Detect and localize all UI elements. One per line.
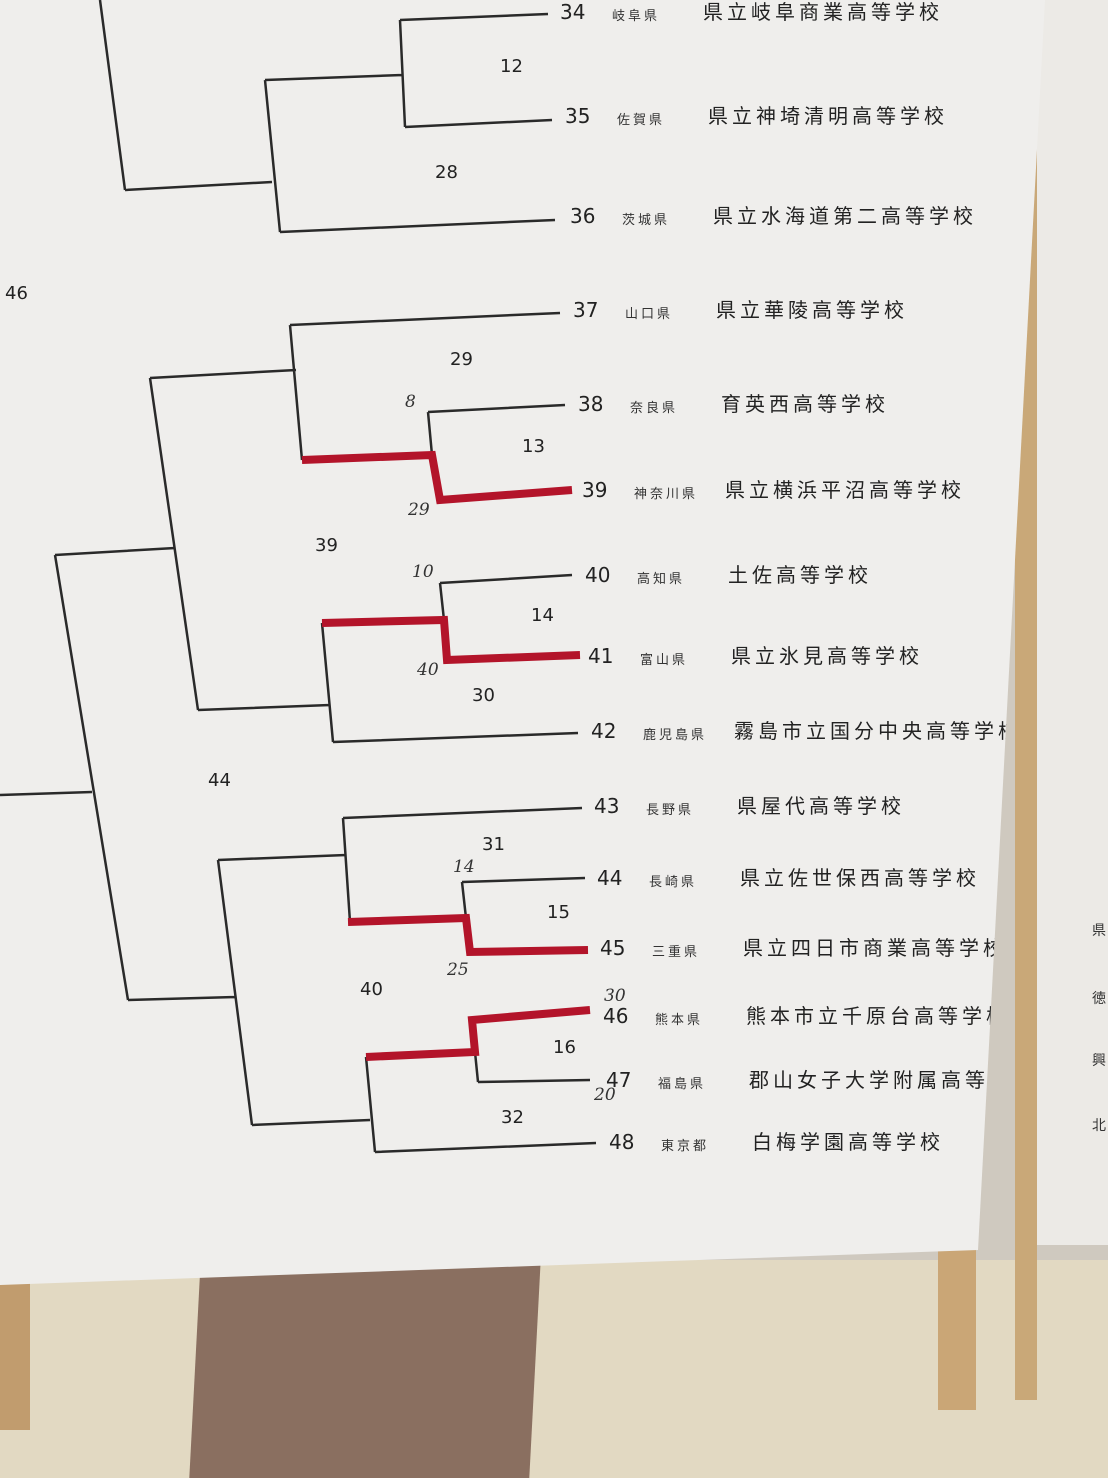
- bracket-line: [54, 377, 579, 744]
- handwritten-score: 25: [447, 960, 469, 980]
- entry-number: 47: [606, 1068, 632, 1092]
- handwritten-score: 14: [453, 857, 475, 877]
- entry-school: 白梅学園高等学校: [752, 1130, 944, 1154]
- entry-school: 県立神埼清明高等学校: [708, 104, 948, 128]
- handwritten-score: 8: [405, 392, 416, 412]
- adjacent-board-text: 県: [1092, 923, 1106, 939]
- match-number: 31: [482, 834, 505, 855]
- entry-school: 県立横浜平沼高等学校: [725, 478, 965, 502]
- entry-prefecture: 高知県: [637, 572, 686, 587]
- entry-school: 郡山女子大学附属高等学校: [749, 1068, 1037, 1092]
- match-number: 40: [360, 979, 383, 1000]
- match-number: 15: [547, 902, 570, 923]
- match-number: 29: [450, 349, 473, 370]
- adjacent-board-text: 興: [1092, 1053, 1106, 1069]
- match-number: 30: [472, 685, 495, 706]
- wooden-leg-left: [0, 1280, 30, 1430]
- entry-school: 県立水海道第二高等学校: [713, 204, 977, 228]
- entry-prefecture: 福島県: [658, 1077, 707, 1092]
- entry-prefecture: 長崎県: [649, 875, 698, 890]
- match-number: 13: [522, 436, 545, 457]
- wooden-leg: [938, 1250, 976, 1410]
- handwritten-score: 40: [417, 660, 439, 680]
- tournament-bracket-board: 34 岐阜県 県立岐阜商業高等学校 35 佐賀県 県立神埼清明高等学校 36 茨城県…: [0, 0, 1045, 1285]
- adjacent-board-text: 徳: [1092, 991, 1106, 1007]
- bracket-line: [0, 554, 597, 1154]
- bracket-lines: [0, 0, 597, 1154]
- entry-number: 42: [591, 719, 617, 743]
- winner-tape: [347, 913, 589, 957]
- match-number: 44: [208, 770, 231, 791]
- entry-prefecture: 東京都: [661, 1139, 710, 1154]
- entry-prefecture: 鹿児島県: [643, 728, 708, 743]
- entry-number: 43: [594, 794, 620, 818]
- entry-prefecture: 茨城県: [622, 213, 671, 228]
- entry-school: 県立華陵高等学校: [716, 298, 908, 322]
- entry-number: 45: [600, 936, 626, 960]
- handwritten-score: 30: [604, 986, 626, 1006]
- entry-number: 37: [573, 298, 599, 322]
- entry-prefecture: 山口県: [625, 307, 674, 322]
- entry-prefecture: 熊本県: [655, 1013, 704, 1028]
- entry-school: 県屋代高等学校: [737, 794, 905, 818]
- entry-prefecture: 長野県: [646, 803, 695, 818]
- bracket-line: [149, 311, 566, 461]
- entry-number: 41: [588, 644, 614, 668]
- match-number: 14: [531, 605, 554, 626]
- match-number: 16: [553, 1037, 576, 1058]
- entry-school: 県立岐阜商業高等学校: [703, 0, 943, 24]
- floor-stripe: [189, 1260, 541, 1478]
- entry-number: 40: [585, 563, 611, 587]
- entry-school: 熊本市立千原台高等学校: [746, 1004, 1010, 1028]
- handwritten-score: 29: [408, 500, 430, 520]
- entry-prefecture: 神奈川県: [634, 487, 699, 502]
- entry-number: 36: [570, 204, 596, 228]
- entry-school: 霧島市立国分中央高等学校: [734, 719, 1022, 743]
- handwritten-score: 10: [412, 562, 434, 582]
- match-number: 46: [5, 283, 28, 304]
- adjacent-board: [1030, 0, 1108, 1245]
- handwritten-score: 20: [594, 1085, 616, 1105]
- entry-number: 46: [603, 1004, 629, 1028]
- entry-prefecture: 富山県: [640, 653, 689, 668]
- entry-prefecture: 奈良県: [630, 401, 679, 416]
- bracket-line: [98, 0, 556, 234]
- floor: [0, 1260, 1108, 1478]
- adjacent-board-text: 北: [1092, 1118, 1106, 1134]
- entry-school: 県立四日市商業高等学校: [743, 936, 1007, 960]
- entry-prefecture: 三重県: [652, 945, 701, 960]
- entry-school: 土佐高等学校: [728, 563, 872, 587]
- winner-tape: [301, 450, 573, 505]
- entry-number: 48: [609, 1130, 635, 1154]
- match-number: 28: [435, 162, 458, 183]
- winner-tape: [321, 615, 581, 665]
- entry-number: 38: [578, 392, 604, 416]
- entry-school: 県立氷見高等学校: [731, 644, 923, 668]
- entry-number: 39: [582, 478, 608, 502]
- entry-prefecture: 岐阜県: [612, 9, 661, 24]
- entry-number: 44: [597, 866, 623, 890]
- entry-number: 35: [565, 104, 591, 128]
- match-number: 32: [501, 1107, 524, 1128]
- entry-school: 県立佐世保西高等学校: [740, 866, 980, 890]
- entry-school: 育英西高等学校: [721, 392, 889, 416]
- entry-number: 34: [560, 0, 586, 24]
- match-number: 39: [315, 535, 338, 556]
- match-number: 12: [500, 56, 523, 77]
- winner-tape: [365, 1006, 591, 1061]
- entry-prefecture: 佐賀県: [617, 113, 666, 128]
